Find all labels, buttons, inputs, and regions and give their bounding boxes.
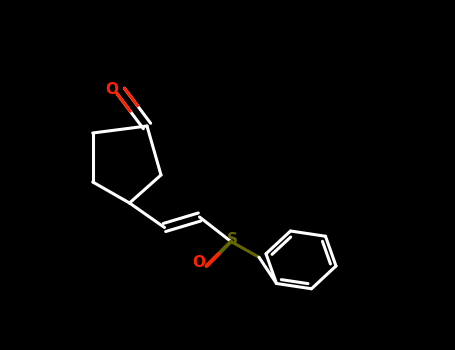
Text: O: O bbox=[106, 82, 118, 97]
Text: S: S bbox=[227, 232, 238, 247]
Text: O: O bbox=[192, 255, 205, 270]
